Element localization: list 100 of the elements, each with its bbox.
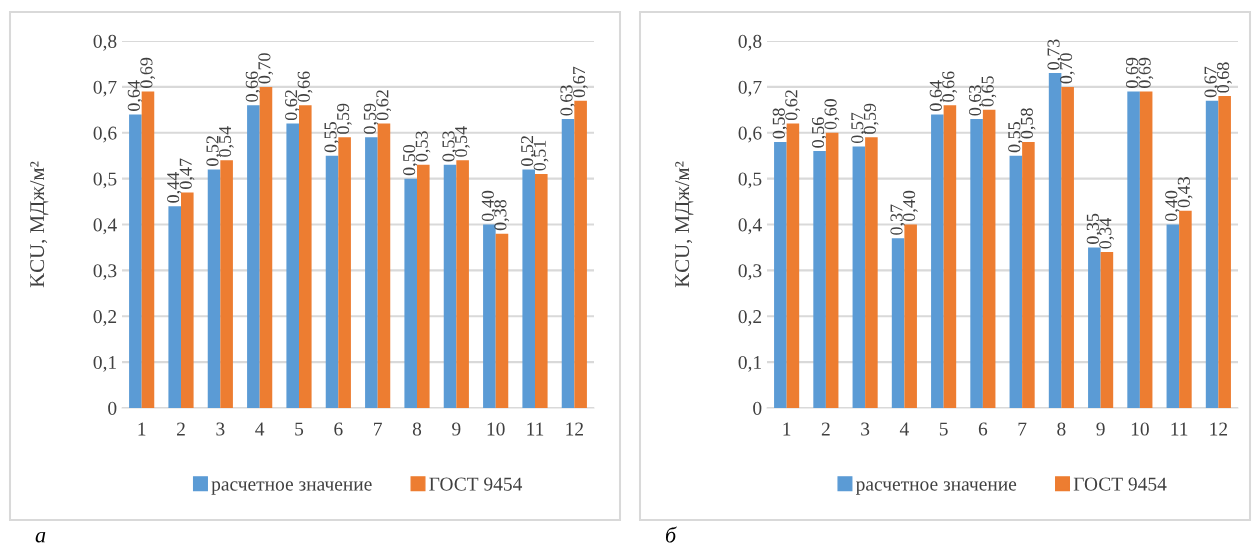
y-tick-label: 0	[753, 401, 762, 415]
y-tick-label: 0	[108, 401, 117, 415]
x-tick-label: 3	[216, 422, 225, 436]
bar	[404, 178, 417, 408]
bar	[259, 86, 273, 408]
x-tick-label: 4	[899, 422, 909, 436]
bar	[522, 169, 535, 408]
bar	[1179, 210, 1192, 408]
y-tick-label: 0,4	[738, 218, 762, 235]
bar	[483, 224, 496, 408]
legend-label: расчетное значение	[211, 481, 372, 495]
bar	[1218, 96, 1231, 408]
bar	[904, 224, 917, 408]
bar	[774, 141, 787, 408]
bar	[1166, 224, 1180, 408]
data-label: 0,64	[127, 80, 143, 111]
x-tick-label: 1	[783, 422, 791, 436]
y-tick-label: 0,8	[738, 34, 762, 51]
x-tick-label: 8	[1057, 422, 1066, 436]
x-tick-label: 7	[1018, 422, 1027, 436]
x-tick-label: 9	[1096, 422, 1105, 436]
bar	[535, 174, 548, 408]
bar	[943, 105, 957, 408]
y-tick-label: 0,3	[738, 264, 762, 281]
data-label: 0,59	[363, 103, 379, 134]
bar	[286, 123, 299, 408]
bar	[495, 233, 509, 408]
x-tick-label: 4	[255, 422, 265, 436]
y-tick-label: 0,1	[738, 355, 761, 372]
bar	[865, 137, 878, 408]
x-tick-label: 11	[1171, 422, 1188, 436]
y-tick-label: 0,5	[738, 172, 762, 189]
bar	[786, 123, 800, 408]
bar	[982, 109, 996, 408]
bar	[220, 160, 233, 408]
legend-label: ГОСТ 9454	[429, 477, 523, 491]
data-label: 0,62	[376, 90, 392, 121]
y-tick-label: 0,6	[93, 126, 117, 143]
x-tick-label: 5	[295, 422, 304, 436]
bar	[1205, 100, 1219, 408]
bar	[1127, 91, 1140, 408]
x-tick-label: 1	[138, 422, 146, 436]
bar	[1048, 73, 1062, 408]
y-tick-label: 0,4	[93, 218, 117, 235]
data-label: 0,70	[258, 53, 274, 84]
bar	[181, 192, 194, 408]
y-tick-label: 0,7	[738, 80, 762, 97]
bar	[891, 238, 905, 408]
y-tick-label: 0,3	[93, 264, 117, 281]
bar	[129, 114, 142, 408]
bar	[456, 160, 469, 408]
x-tick-label: 12	[566, 422, 583, 436]
data-label: 0,69	[140, 57, 156, 88]
y-tick-label: 0,2	[738, 310, 762, 326]
data-label: 0,53	[415, 131, 431, 162]
data-label: 0,66	[245, 71, 261, 102]
bar	[970, 118, 983, 408]
y-axis-title: KCU, МДж/м²	[675, 161, 694, 288]
bar	[365, 137, 378, 408]
bar	[377, 123, 391, 408]
bar	[325, 155, 339, 408]
data-label: 0,66	[297, 71, 313, 102]
data-label: 0,68	[1216, 62, 1232, 93]
x-tick-label: 3	[861, 422, 870, 436]
bar	[813, 151, 826, 408]
x-tick-label: 10	[487, 422, 505, 436]
legend-label: ГОСТ 9454	[1073, 477, 1167, 491]
bar	[1022, 141, 1035, 408]
bar	[299, 105, 312, 408]
x-tick-label: 8	[412, 422, 422, 436]
bar	[931, 114, 944, 408]
bar	[1100, 252, 1114, 408]
y-tick-label: 0,7	[93, 80, 117, 97]
x-tick-label: 7	[374, 422, 382, 436]
bar	[417, 164, 430, 408]
bar	[1139, 91, 1153, 408]
y-axis-title: KCU, МДж/м²	[30, 161, 49, 288]
data-label: 0,62	[785, 90, 801, 121]
bar	[561, 118, 575, 408]
y-tick-label: 0,1	[93, 355, 116, 372]
x-tick-label: 5	[939, 422, 948, 436]
y-tick-label: 0,8	[93, 34, 117, 51]
bar	[574, 100, 587, 408]
data-label: 0,58	[772, 108, 788, 139]
data-label: 0,56	[811, 117, 827, 148]
x-tick-label: 6	[978, 422, 988, 436]
x-tick-label: 11	[527, 422, 544, 436]
y-tick-label: 0,5	[93, 172, 117, 189]
x-tick-label: 9	[452, 422, 461, 436]
bar	[168, 206, 181, 408]
x-tick-label: 10	[1131, 422, 1149, 436]
data-label: 0,60	[824, 99, 840, 130]
bar	[443, 164, 457, 408]
bar	[825, 132, 839, 408]
text: б	[665, 526, 677, 543]
legend-label: расчетное значение	[855, 481, 1017, 495]
bar	[1088, 247, 1101, 408]
text: а	[35, 531, 46, 543]
bar	[207, 169, 221, 408]
data-label: 0,62	[285, 90, 300, 121]
